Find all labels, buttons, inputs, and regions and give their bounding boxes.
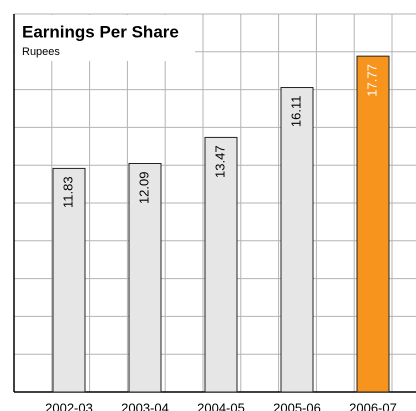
chart-subtitle: Rupees: [22, 46, 60, 58]
x-tick-label: 2005-06: [273, 400, 321, 411]
x-tick-label: 2004-05: [197, 400, 245, 411]
chart-title: Earnings Per Share: [22, 22, 179, 41]
x-tick-label: 2003-04: [121, 400, 169, 411]
bar: [52, 167, 86, 393]
title-background: [15, 15, 195, 61]
value-label: 11.83: [60, 176, 75, 208]
x-tick-label: 2002-03: [45, 400, 93, 411]
value-label: 17.77: [364, 64, 379, 97]
value-label: 13.47: [212, 145, 227, 178]
value-label: 16.11: [288, 96, 303, 128]
bar: [204, 136, 238, 393]
plot: 11.83 2002-03 12.09 2003-04 13.47 2004-05 16.1…: [45, 55, 397, 411]
bar: [356, 55, 390, 393]
bar: [128, 162, 162, 393]
value-label: 12.09: [136, 171, 151, 204]
x-tick-label: 2006-07: [349, 400, 397, 411]
bar: [280, 87, 314, 393]
